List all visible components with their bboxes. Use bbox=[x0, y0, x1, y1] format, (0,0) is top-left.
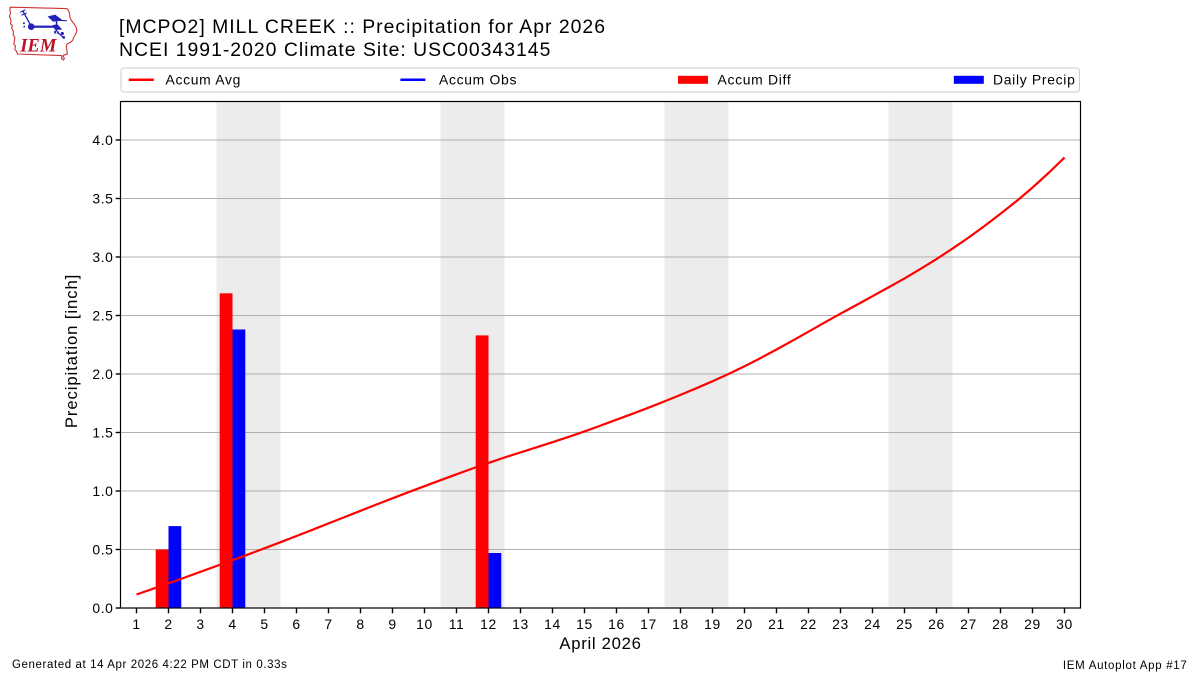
svg-text:28: 28 bbox=[992, 616, 1009, 632]
svg-text:24: 24 bbox=[864, 616, 881, 632]
svg-text:1.0: 1.0 bbox=[92, 483, 113, 499]
svg-text:9: 9 bbox=[388, 616, 396, 632]
svg-text:7: 7 bbox=[324, 616, 332, 632]
svg-text:0.0: 0.0 bbox=[92, 600, 113, 616]
svg-text:23: 23 bbox=[832, 616, 849, 632]
svg-text:25: 25 bbox=[896, 616, 913, 632]
svg-text:27: 27 bbox=[960, 616, 977, 632]
svg-text:8: 8 bbox=[356, 616, 364, 632]
svg-text:13: 13 bbox=[512, 616, 529, 632]
svg-text:6: 6 bbox=[292, 616, 300, 632]
svg-text:0.5: 0.5 bbox=[92, 542, 113, 558]
svg-text:IEM Autoplot App #17: IEM Autoplot App #17 bbox=[1063, 660, 1188, 672]
svg-text:2.5: 2.5 bbox=[92, 308, 113, 324]
svg-text:April 2026: April 2026 bbox=[559, 634, 641, 653]
svg-text:19: 19 bbox=[704, 616, 721, 632]
svg-text:Accum Obs: Accum Obs bbox=[439, 72, 517, 88]
svg-text:11: 11 bbox=[449, 616, 465, 632]
svg-text:21: 21 bbox=[768, 616, 785, 632]
svg-text:16: 16 bbox=[608, 616, 625, 632]
svg-text:12: 12 bbox=[480, 616, 497, 632]
svg-text:18: 18 bbox=[672, 616, 689, 632]
svg-text:30: 30 bbox=[1056, 616, 1073, 632]
svg-text:[MCPO2] MILL CREEK :: Precipit: [MCPO2] MILL CREEK :: Precipitation for … bbox=[119, 16, 606, 38]
svg-text:22: 22 bbox=[800, 616, 817, 632]
svg-text:Accum Diff: Accum Diff bbox=[718, 72, 792, 88]
svg-text:1.5: 1.5 bbox=[92, 425, 113, 441]
svg-text:3.0: 3.0 bbox=[92, 249, 113, 265]
svg-text:14: 14 bbox=[544, 616, 561, 632]
svg-text:17: 17 bbox=[640, 616, 657, 632]
svg-text:Generated at 14 Apr 2026 4:22: Generated at 14 Apr 2026 4:22 PM CDT in … bbox=[12, 659, 287, 671]
svg-text:1: 1 bbox=[132, 616, 140, 632]
svg-text:10: 10 bbox=[416, 616, 433, 632]
svg-text:15: 15 bbox=[576, 616, 593, 632]
svg-text:Accum Avg: Accum Avg bbox=[166, 72, 242, 88]
svg-text:29: 29 bbox=[1024, 616, 1041, 632]
svg-text:Precipitation [inch]: Precipitation [inch] bbox=[62, 274, 81, 428]
svg-text:20: 20 bbox=[736, 616, 753, 632]
svg-text:2.0: 2.0 bbox=[92, 366, 113, 382]
svg-text:26: 26 bbox=[928, 616, 945, 632]
svg-text:3: 3 bbox=[196, 616, 204, 632]
svg-text:4: 4 bbox=[228, 616, 236, 632]
svg-text:IEM: IEM bbox=[19, 35, 58, 56]
svg-text:NCEI 1991-2020 Climate Site: U: NCEI 1991-2020 Climate Site: USC00343145 bbox=[119, 39, 551, 61]
svg-text:Daily Precip: Daily Precip bbox=[993, 72, 1076, 88]
svg-text:5: 5 bbox=[260, 616, 268, 632]
svg-text:4.0: 4.0 bbox=[92, 132, 113, 148]
svg-text:2: 2 bbox=[164, 616, 172, 632]
svg-text:3.5: 3.5 bbox=[92, 191, 113, 207]
